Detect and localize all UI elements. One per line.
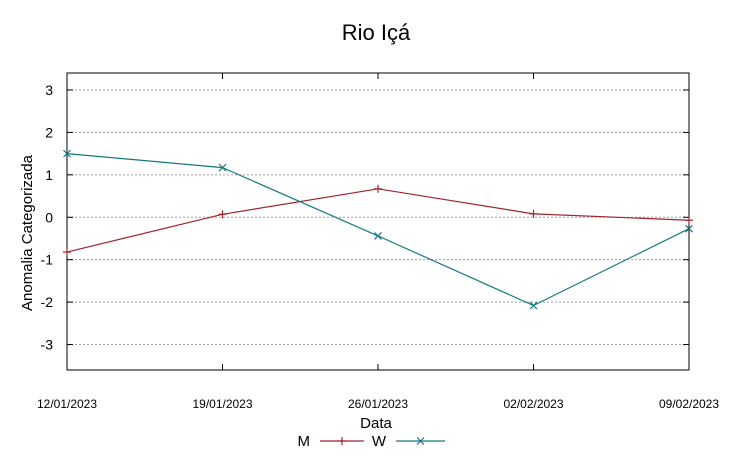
series-w xyxy=(63,149,693,310)
grid xyxy=(67,89,689,346)
legend-item-m: M xyxy=(298,433,364,450)
x-tick-label: 26/01/2023 xyxy=(348,397,408,411)
x-axis: 12/01/2023 19/01/2023 26/01/2023 02/02/2023… xyxy=(37,73,719,411)
data-point-marker xyxy=(218,163,227,172)
data-point-marker xyxy=(63,149,71,158)
y-axis: -3 -2 -1 0 1 2 3 xyxy=(41,82,689,353)
x-tick-label: 09/02/2023 xyxy=(659,397,719,411)
series-line xyxy=(66,188,690,253)
series-m xyxy=(63,184,693,257)
y-tick-label: 1 xyxy=(45,167,53,183)
y-axis-label: Anomalia Categorizada xyxy=(19,154,36,311)
data-point-marker xyxy=(685,224,693,233)
chart-title: Rio Içá xyxy=(342,20,411,45)
data-point xyxy=(218,163,227,172)
data-point-marker xyxy=(529,301,538,310)
data-point xyxy=(374,232,382,240)
data-point-marker xyxy=(416,437,425,445)
y-tick-label: 3 xyxy=(45,82,53,98)
data-point xyxy=(529,301,538,310)
data-point xyxy=(529,209,538,218)
legend-label: W xyxy=(372,433,387,450)
data-point xyxy=(218,210,227,219)
x-tick-label: 12/01/2023 xyxy=(37,397,97,411)
data-point xyxy=(63,149,71,158)
y-tick-label: -1 xyxy=(41,252,54,268)
x-tick-label: 02/02/2023 xyxy=(503,397,563,411)
y-tick-label: -2 xyxy=(41,294,54,310)
data-point xyxy=(63,248,71,257)
data-point xyxy=(374,184,382,193)
x-tick-label: 19/01/2023 xyxy=(192,397,252,411)
legend-label: M xyxy=(298,433,311,450)
plot-frame xyxy=(66,72,690,371)
legend-item-w: W xyxy=(372,433,445,450)
x-axis-label: Data xyxy=(360,415,392,432)
y-tick-label: 0 xyxy=(45,209,53,225)
y-tick-label: 2 xyxy=(45,124,53,140)
data-point xyxy=(685,224,693,233)
series xyxy=(63,149,693,310)
data-point xyxy=(685,216,693,225)
y-tick-label: -3 xyxy=(41,337,54,353)
data-point-marker xyxy=(374,232,382,240)
